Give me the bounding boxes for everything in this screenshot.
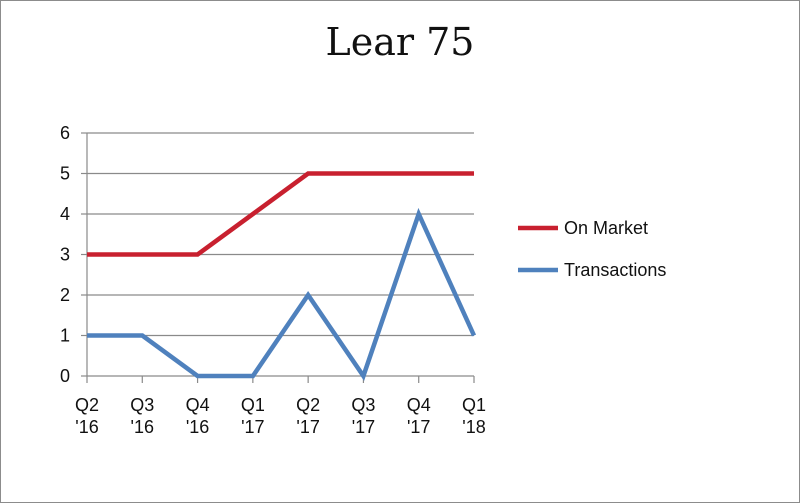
x-tick-label: Q4'16: [186, 395, 210, 437]
y-tick-label: 2: [60, 285, 70, 305]
x-tick-label: Q2'17: [296, 395, 320, 437]
series-line-transactions: [87, 207, 477, 381]
legend: On Market Transactions: [518, 218, 666, 280]
axes: [81, 132, 475, 383]
y-tick-label: 6: [60, 123, 70, 143]
x-tick-label: Q3'17: [351, 395, 375, 437]
y-tick-label: 4: [60, 204, 70, 224]
legend-label: On Market: [564, 218, 648, 238]
x-tick-label: Q4'17: [407, 395, 431, 437]
y-tick-label: 0: [60, 366, 70, 386]
grid-lines: [87, 132, 474, 337]
series-lines: [86, 171, 477, 381]
x-tick-label: Q2'16: [75, 395, 99, 437]
legend-label: Transactions: [564, 260, 666, 280]
y-tick-label: 1: [60, 326, 70, 346]
y-tick-label: 3: [60, 245, 70, 265]
series-line-on-market: [87, 171, 474, 257]
y-tick-label: 5: [60, 164, 70, 184]
x-tick-labels: Q2'16 Q3'16 Q4'16 Q1'17 Q2'17 Q3'17 Q4'17 Q1'18: [75, 395, 486, 437]
x-tick-label: Q1'18: [462, 395, 486, 437]
chart-title: Lear 75: [325, 20, 475, 64]
y-tick-labels: 0 1 2 3 4 5 6: [60, 123, 70, 386]
x-tick-label: Q1'17: [241, 395, 265, 437]
x-tick-label: Q3'16: [130, 395, 154, 437]
